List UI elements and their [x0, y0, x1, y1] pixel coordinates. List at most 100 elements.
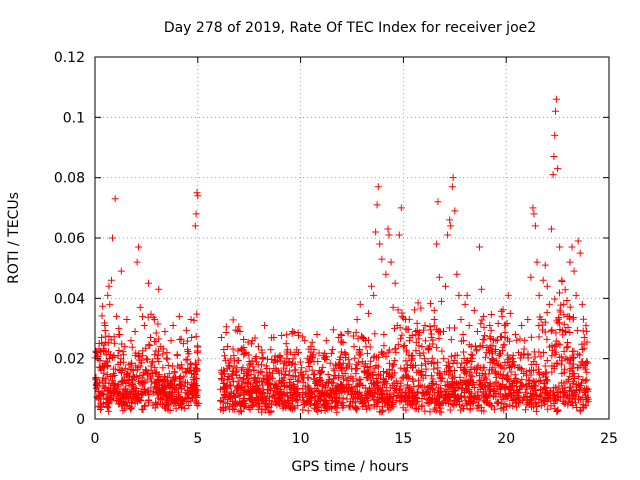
roti-point: [418, 401, 426, 409]
roti-point: [106, 300, 114, 308]
roti-point: [481, 393, 489, 401]
roti-point: [298, 372, 306, 380]
roti-point: [541, 362, 549, 370]
roti-point: [519, 381, 527, 389]
roti-point: [458, 385, 466, 393]
roti-point: [285, 358, 293, 366]
roti-point: [152, 399, 160, 407]
roti-point: [513, 377, 521, 385]
roti-point: [283, 389, 291, 397]
roti-point: [132, 391, 140, 399]
roti-point: [298, 364, 306, 372]
roti-point: [584, 359, 592, 367]
roti-point: [105, 282, 113, 290]
roti-point: [446, 216, 454, 224]
roti-point: [177, 403, 185, 411]
roti-point: [414, 299, 422, 307]
roti-point: [176, 335, 184, 343]
x-tick-label: 20: [497, 431, 515, 447]
roti-point: [296, 358, 304, 366]
roti-point: [558, 370, 566, 378]
roti-point: [245, 366, 253, 374]
roti-point: [460, 354, 468, 362]
roti-point: [427, 300, 435, 308]
roti-point: [580, 344, 588, 352]
roti-point: [557, 301, 565, 309]
roti-point: [368, 282, 376, 290]
roti-point: [552, 95, 560, 103]
roti-point: [422, 372, 430, 380]
roti-point: [510, 389, 518, 397]
roti-point: [254, 343, 262, 351]
roti-point: [504, 355, 512, 363]
roti-point: [389, 362, 397, 370]
roti-point: [222, 356, 230, 364]
roti-point: [311, 394, 319, 402]
roti-point: [379, 407, 387, 415]
roti-point: [461, 300, 469, 308]
roti-point: [583, 327, 591, 335]
roti-point: [270, 334, 278, 342]
roti-point: [392, 386, 400, 394]
roti-point: [339, 359, 347, 367]
roti-point: [167, 337, 175, 345]
roti-point: [252, 353, 260, 361]
roti-point: [315, 349, 323, 357]
roti-point: [524, 315, 532, 323]
roti-point: [193, 189, 201, 197]
roti-point: [541, 261, 549, 269]
roti-point: [138, 313, 146, 321]
roti-point: [443, 386, 451, 394]
roti-point: [141, 401, 149, 409]
roti-point: [511, 331, 519, 339]
roti-point: [152, 338, 160, 346]
roti-point: [480, 364, 488, 372]
y-tick-label: 0: [76, 412, 85, 428]
roti-point: [511, 395, 519, 403]
roti-point: [541, 328, 549, 336]
roti-point: [107, 276, 115, 284]
roti-point: [186, 367, 194, 375]
roti-point: [449, 174, 457, 182]
roti-point: [264, 403, 272, 411]
roti-point: [533, 258, 541, 266]
roti-point: [507, 368, 515, 376]
roti-point: [503, 375, 511, 383]
roti-point: [332, 361, 340, 369]
roti-point: [564, 338, 572, 346]
roti-point: [494, 319, 502, 327]
roti-point: [572, 291, 580, 299]
roti-point: [538, 370, 546, 378]
roti-point: [343, 395, 351, 403]
roti-point: [581, 377, 589, 385]
roti-point: [122, 389, 130, 397]
roti-point: [425, 346, 433, 354]
roti-point: [123, 315, 131, 323]
roti-point: [582, 358, 590, 366]
roti-point: [530, 366, 538, 374]
roti-point: [349, 332, 357, 340]
roti-point: [537, 402, 545, 410]
roti-point: [444, 364, 452, 372]
roti-point: [323, 399, 331, 407]
roti-point: [451, 207, 459, 215]
roti-point: [119, 348, 127, 356]
roti-point: [149, 389, 157, 397]
roti-point: [329, 379, 337, 387]
roti-point: [366, 404, 374, 412]
roti-point: [366, 388, 374, 396]
roti-point: [522, 368, 530, 376]
roti-point: [380, 342, 388, 350]
roti-point: [293, 378, 301, 386]
roti-point: [557, 361, 565, 369]
roti-point: [498, 333, 506, 341]
roti-point: [391, 357, 399, 365]
roti-point: [329, 326, 337, 334]
roti-point: [444, 381, 452, 389]
roti-point: [138, 405, 146, 413]
roti-point: [412, 347, 420, 355]
roti-point: [293, 396, 301, 404]
roti-point: [191, 222, 199, 230]
roti-point: [284, 346, 292, 354]
roti-point: [189, 390, 197, 398]
